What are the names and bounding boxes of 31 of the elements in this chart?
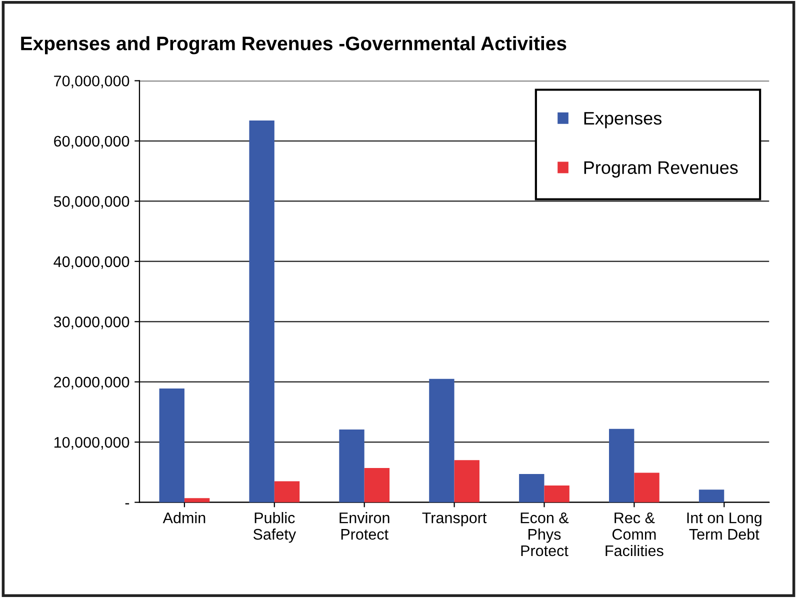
y-tick-label: 50,000,000	[54, 196, 130, 209]
bar	[339, 429, 364, 502]
legend-label: Expenses	[584, 112, 662, 128]
y-tick-label: 60,000,000	[54, 136, 130, 148]
y-tick-label: 40,000,000	[54, 256, 130, 269]
bar	[429, 378, 454, 502]
x-tick-label: Transport	[422, 512, 487, 526]
bar	[698, 490, 724, 502]
bar	[544, 485, 570, 502]
x-tick-label: Int on Long Term Debt	[687, 512, 762, 540]
bar	[364, 468, 390, 502]
y-tick-label: 20,000,000	[54, 376, 130, 390]
legend-label: Program Revenues	[584, 161, 738, 178]
bar	[274, 481, 300, 502]
bar	[519, 474, 544, 502]
x-tick-label: Econ & Phys Protect	[520, 512, 569, 556]
y-tick-label: 10,000,000	[54, 436, 130, 450]
x-tick-label: Admin	[162, 512, 206, 524]
y-tick-label: -	[125, 503, 130, 504]
bar	[184, 498, 210, 502]
bar	[609, 428, 634, 502]
bar	[454, 460, 480, 502]
x-tick-label: Rec & Comm Facilities	[606, 512, 664, 556]
y-tick-label: 30,000,000	[54, 316, 130, 330]
chart-title: Expenses and Program Revenues -Governmental Activities	[21, 36, 566, 54]
bar	[159, 388, 184, 502]
bar	[249, 120, 274, 502]
y-tick-label: 70,000,000	[54, 76, 130, 88]
bar	[634, 472, 660, 502]
x-tick-label: Environ Protect	[340, 512, 390, 540]
x-tick-label: Public Safety	[253, 512, 296, 543]
